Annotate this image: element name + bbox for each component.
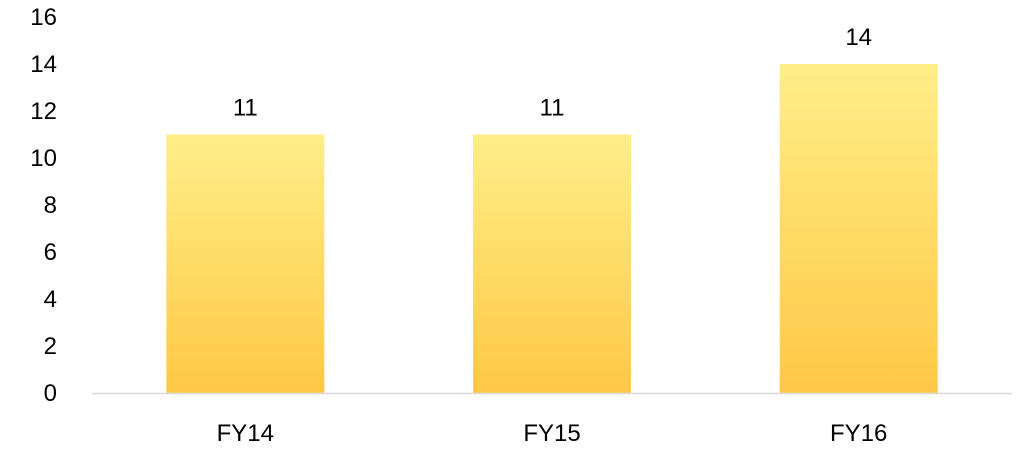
y-tick-label: 8	[44, 192, 57, 219]
y-axis-ticks: 0 2 4 6 8 10 12 14 16	[30, 4, 57, 407]
y-tick-label: 12	[30, 98, 57, 125]
bar-fy16	[779, 64, 938, 393]
bar-fy15	[473, 134, 631, 393]
y-tick-label: 2	[44, 333, 57, 360]
data-label-fy14: 11	[233, 95, 258, 122]
y-tick-label: 0	[44, 380, 57, 407]
y-tick-label: 14	[30, 51, 57, 78]
y-tick-label: 16	[30, 4, 57, 31]
bars	[166, 64, 938, 393]
y-tick-label: 4	[44, 286, 57, 313]
data-labels: 11 11 14	[233, 24, 872, 122]
data-label-fy15: 11	[540, 95, 565, 122]
x-tick-label-fy14: FY14	[217, 420, 274, 447]
bar-fy14	[166, 134, 325, 393]
x-tick-label-fy16: FY16	[830, 420, 887, 447]
y-tick-label: 10	[30, 145, 57, 172]
x-tick-label-fy15: FY15	[523, 420, 580, 447]
data-label-fy16: 14	[845, 24, 872, 51]
y-tick-label: 6	[44, 239, 57, 266]
x-axis-labels: FY14 FY15 FY16	[217, 420, 888, 447]
